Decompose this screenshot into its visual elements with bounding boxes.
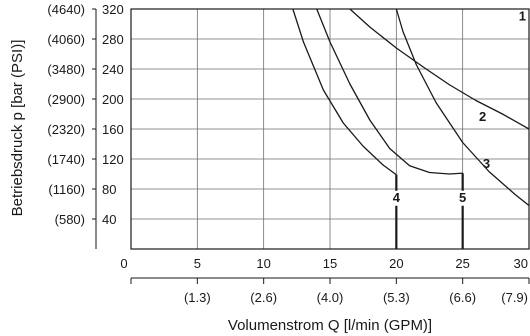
series-label-3: 3 (483, 156, 490, 171)
x-tick-label-6: 30 (514, 256, 528, 271)
grid (131, 9, 529, 249)
y-tick-labels: 320 280 240 200 160 120 80 40 (4640) (4060) (3480)… (47, 2, 123, 227)
y-secondary-tick-label-5: (1740) (47, 152, 85, 167)
curve-labels: 1 2 3 4 5 (390, 8, 526, 206)
y-tick-label-0: 320 (102, 2, 124, 17)
curves (292, 8, 530, 249)
y-tick-label-1: 280 (102, 32, 124, 47)
x-secondary-tick-label-4: (6.6) (449, 290, 476, 305)
series-label-4: 4 (393, 190, 401, 205)
y-secondary-tick-label-1: (4060) (47, 32, 85, 47)
series-curve-2 (349, 8, 530, 130)
series-curve-5 (316, 8, 463, 175)
y-secondary-tick-label-7: (580) (55, 212, 85, 227)
y-tick-label-5: 120 (102, 152, 124, 167)
series-curve-3 (395, 8, 530, 207)
series-label-2: 2 (479, 109, 486, 124)
y-axis-title: Betriebsdruck p [bar (PSI)] (9, 40, 26, 217)
x-axis-title: Volumenstrom Q [l/min (GPM)] (228, 317, 432, 334)
series-label-bg-5 (456, 190, 469, 206)
x-secondary-tick-label-5: (7.9) (501, 290, 528, 305)
y-secondary-tick-label-3: (2900) (47, 92, 85, 107)
series-curve-4 (292, 8, 397, 176)
x-secondary-tick-label-2: (4.0) (317, 290, 344, 305)
x-secondary-tick-label-1: (2.6) (250, 290, 277, 305)
x-tick-labels: 0 5 10 15 20 25 30 (1.3) (2.6) (4.0) (5.3) (6.6) (7.… (120, 256, 530, 305)
y-tick-label-4: 160 (102, 122, 124, 137)
x-tick-label-2: 10 (256, 256, 270, 271)
x-tick-label-3: 15 (323, 256, 337, 271)
y-tick-label-7: 40 (102, 212, 116, 227)
y-secondary-tick-label-2: (3480) (47, 62, 85, 77)
x-tick-label-1: 5 (194, 256, 201, 271)
y-secondary-tick-label-6: (1160) (48, 182, 85, 197)
series-label-1: 1 (519, 8, 526, 23)
series-label-5: 5 (459, 190, 466, 205)
x-tick-label-5: 25 (455, 256, 469, 271)
y-secondary-tick-label-4: (2320) (47, 122, 85, 137)
y-tick-label-3: 200 (102, 92, 124, 107)
x-secondary-tick-label-0: (1.3) (184, 290, 211, 305)
x-tick-label-0: 0 (120, 256, 127, 271)
x-tick-label-4: 20 (389, 256, 403, 271)
y-tick-label-6: 80 (102, 182, 116, 197)
x-secondary-tick-label-3: (5.3) (383, 290, 410, 305)
y-secondary-tick-label-0: (4640) (47, 2, 85, 17)
series-label-bg-4 (390, 190, 403, 206)
y-tick-label-2: 240 (102, 62, 124, 77)
